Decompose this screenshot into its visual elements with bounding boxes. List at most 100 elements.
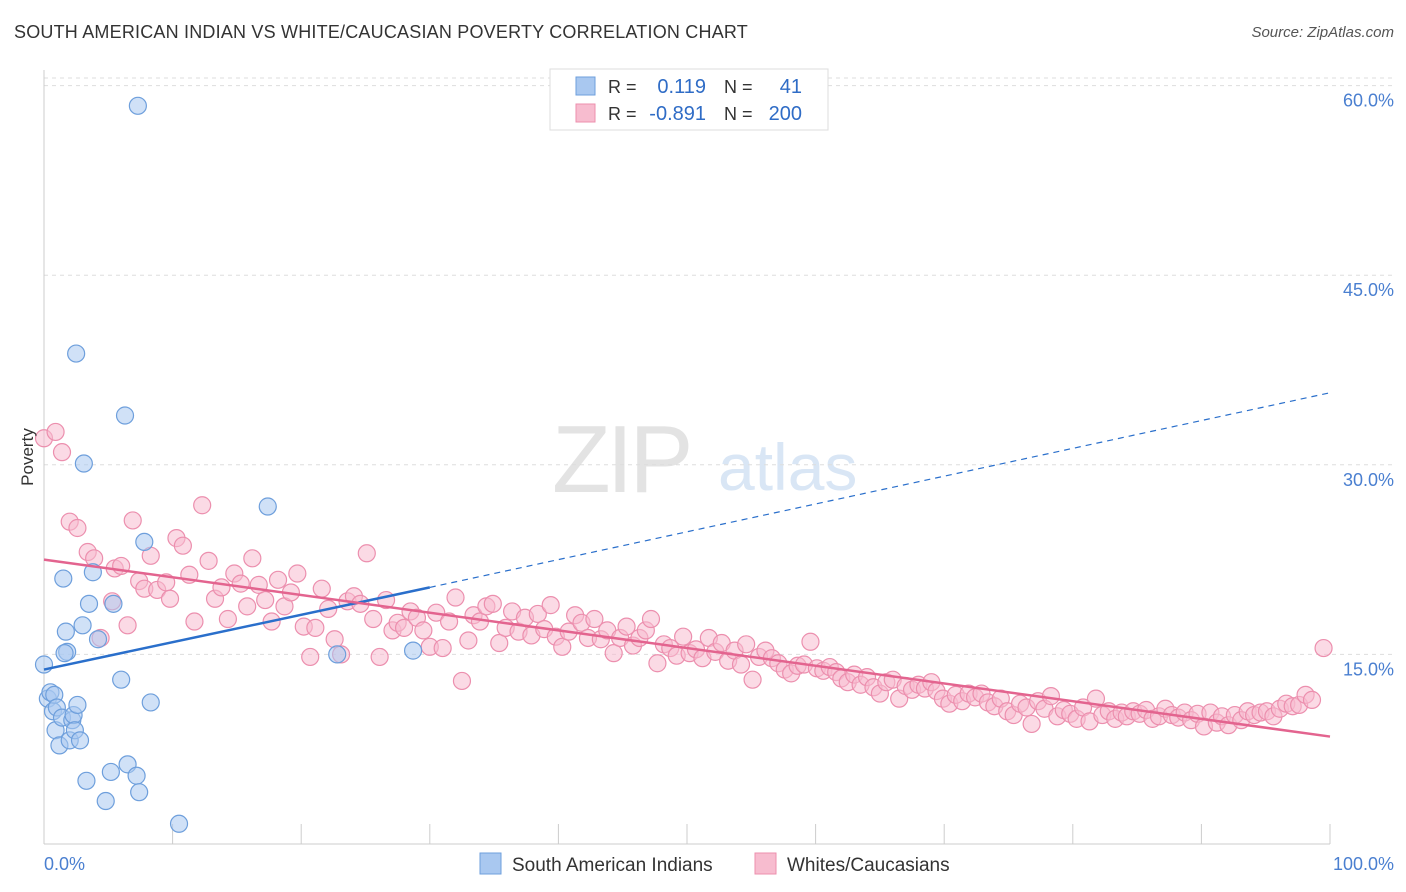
whites-caucasians-point bbox=[641, 609, 661, 629]
south-american-indians-point bbox=[54, 569, 73, 588]
whites-caucasians-point bbox=[364, 609, 383, 629]
whites-caucasians-point bbox=[268, 570, 288, 589]
whites-caucasians-point bbox=[357, 544, 376, 563]
legend-swatch-pink bbox=[575, 103, 596, 123]
y-tick-label: 30.0% bbox=[1343, 470, 1394, 490]
south-american-indians-point bbox=[258, 497, 277, 516]
south-american-indians-point bbox=[34, 655, 54, 674]
south-american-indians-point bbox=[77, 771, 96, 790]
legend-n-value-blue: 41 bbox=[780, 76, 802, 98]
whites-caucasians-point bbox=[312, 579, 331, 598]
south-american-indians-trend-line bbox=[43, 586, 431, 671]
x-tick-label-max: 100.0% bbox=[1333, 854, 1394, 874]
south-american-indians-point bbox=[68, 695, 87, 715]
whites-caucasians-point bbox=[394, 618, 414, 637]
series-legend-label-blue: South American Indians bbox=[512, 855, 713, 876]
whites-caucasians-point bbox=[118, 616, 137, 635]
whites-caucasians-point bbox=[1302, 690, 1322, 710]
whites-caucasians-point bbox=[490, 633, 509, 653]
south-american-indians-point bbox=[79, 594, 99, 613]
south-american-indians-point bbox=[115, 406, 135, 425]
trend-lines bbox=[43, 392, 1331, 738]
whites-caucasians-point bbox=[238, 597, 257, 616]
legend-n-label-pink: N = bbox=[724, 104, 753, 124]
legend-r-label-pink: R = bbox=[608, 104, 637, 124]
whites-caucasians-point bbox=[46, 422, 65, 442]
whites-caucasians-point bbox=[459, 631, 478, 650]
whites-caucasians-points bbox=[34, 422, 1333, 736]
legend-r-value-blue: 0.119 bbox=[657, 76, 706, 98]
whites-caucasians-point bbox=[414, 621, 433, 640]
whites-caucasians-point bbox=[212, 578, 231, 597]
south-american-indians-point bbox=[403, 641, 423, 660]
whites-caucasians-point bbox=[306, 618, 325, 637]
south-american-indians-point bbox=[127, 766, 146, 785]
legend-n-value-pink: 200 bbox=[769, 103, 802, 125]
gridlines bbox=[44, 77, 1394, 655]
whites-caucasians-point bbox=[737, 635, 756, 654]
whites-caucasians-point bbox=[370, 647, 389, 667]
whites-caucasians-point bbox=[123, 511, 142, 530]
whites-caucasians-point bbox=[617, 617, 636, 636]
south-american-indians-point bbox=[70, 731, 90, 750]
south-american-indians-point bbox=[169, 814, 189, 833]
south-american-indians-point bbox=[130, 783, 149, 802]
south-american-indians-point bbox=[67, 344, 86, 363]
whites-caucasians-point bbox=[288, 564, 307, 583]
whites-caucasians-trend-line bbox=[43, 558, 1331, 738]
whites-caucasians-point bbox=[1022, 714, 1041, 734]
watermark-atlas: atlas bbox=[718, 430, 857, 504]
whites-caucasians-point bbox=[325, 630, 344, 649]
whites-caucasians-point bbox=[301, 647, 320, 667]
legend-n-label-blue: N = bbox=[724, 77, 753, 97]
south-american-indians-point bbox=[96, 791, 115, 811]
south-american-indians-point bbox=[328, 645, 347, 664]
series-legend-swatch-blue bbox=[479, 852, 502, 875]
whites-caucasians-point bbox=[446, 588, 465, 607]
whites-caucasians-point bbox=[528, 604, 547, 624]
south-american-indians-point bbox=[104, 594, 123, 613]
y-tick-labels: 15.0% 30.0% 45.0% 60.0% bbox=[1343, 91, 1394, 680]
whites-caucasians-point bbox=[731, 655, 751, 674]
whites-caucasians-point bbox=[243, 549, 262, 568]
whites-caucasians-point bbox=[541, 596, 560, 615]
south-american-indians-point bbox=[73, 616, 92, 635]
watermark-zip: ZIP bbox=[552, 406, 689, 513]
whites-caucasians-point bbox=[1314, 638, 1333, 658]
whites-caucasians-point bbox=[648, 654, 667, 673]
whites-caucasians-point bbox=[439, 612, 459, 631]
y-tick-label: 45.0% bbox=[1343, 280, 1394, 300]
chart-title: SOUTH AMERICAN INDIAN VS WHITE/CAUCASIAN… bbox=[14, 22, 748, 42]
series-legend-label-pink: Whites/Caucasians bbox=[787, 855, 950, 876]
x-ticks bbox=[43, 824, 1331, 844]
whites-caucasians-point bbox=[193, 496, 212, 515]
whites-caucasians-point bbox=[52, 443, 72, 462]
whites-caucasians-point bbox=[585, 609, 604, 629]
whites-caucasians-point bbox=[256, 590, 275, 610]
x-tick-label-min: 0.0% bbox=[44, 854, 85, 874]
whites-caucasians-point bbox=[173, 536, 192, 555]
stats-legend: R = 0.119 N = 41 R = -0.891 N = 200 bbox=[549, 68, 829, 131]
south-american-indians-point bbox=[88, 630, 108, 649]
whites-caucasians-point bbox=[160, 589, 180, 608]
legend-r-label-blue: R = bbox=[608, 77, 637, 97]
whites-caucasians-point bbox=[231, 574, 250, 593]
whites-caucasians-point bbox=[68, 518, 87, 538]
whites-caucasians-point bbox=[604, 644, 623, 663]
whites-caucasians-point bbox=[674, 627, 693, 646]
stats-legend-box bbox=[549, 68, 829, 131]
south-american-indians-point bbox=[128, 96, 147, 115]
y-tick-label: 60.0% bbox=[1343, 91, 1394, 111]
whites-caucasians-point bbox=[218, 609, 237, 629]
series-legend: South American Indians Whites/Caucasians bbox=[479, 852, 950, 876]
y-axis-label: Poverty bbox=[18, 428, 37, 486]
south-american-indians-points bbox=[34, 96, 423, 833]
whites-caucasians-point bbox=[801, 632, 820, 651]
whites-caucasians-point bbox=[433, 638, 452, 658]
y-tick-label: 15.0% bbox=[1343, 659, 1394, 679]
south-american-indians-point bbox=[55, 644, 74, 663]
south-american-indians-point bbox=[56, 622, 75, 641]
south-american-indians-point bbox=[135, 532, 154, 552]
legend-swatch-blue bbox=[575, 76, 596, 96]
